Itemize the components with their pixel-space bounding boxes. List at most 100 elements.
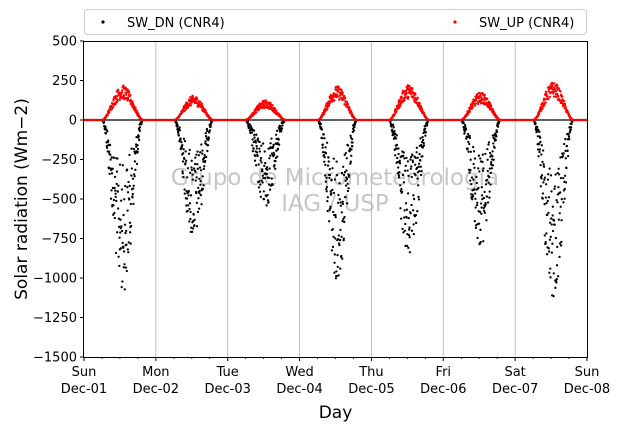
data-point bbox=[481, 169, 485, 172]
data-point bbox=[273, 153, 276, 157]
data-point bbox=[326, 196, 329, 199]
data-point bbox=[263, 150, 266, 153]
data-point bbox=[539, 140, 542, 144]
data-point bbox=[258, 180, 261, 183]
data-point bbox=[487, 181, 490, 184]
data-point bbox=[341, 200, 344, 203]
data-point bbox=[207, 137, 211, 140]
data-point bbox=[118, 236, 121, 239]
data-point bbox=[490, 105, 493, 108]
data-point bbox=[487, 143, 490, 146]
data-point bbox=[544, 196, 548, 199]
data-point bbox=[109, 158, 112, 161]
data-point bbox=[109, 104, 112, 108]
data-point bbox=[490, 167, 494, 170]
data-point bbox=[280, 130, 283, 133]
data-point bbox=[104, 125, 107, 129]
data-point bbox=[193, 218, 196, 221]
data-point bbox=[488, 101, 492, 105]
data-point bbox=[321, 143, 325, 146]
data-point bbox=[537, 128, 540, 131]
data-point bbox=[476, 201, 479, 204]
x-tick-label-day: Fri bbox=[436, 365, 452, 380]
data-point bbox=[206, 129, 209, 133]
data-point bbox=[184, 108, 188, 111]
data-point bbox=[416, 96, 419, 99]
data-point bbox=[569, 126, 573, 129]
data-point bbox=[547, 173, 550, 176]
data-point bbox=[421, 138, 425, 142]
data-point bbox=[419, 159, 422, 162]
data-point bbox=[548, 250, 551, 253]
data-point bbox=[130, 167, 133, 170]
data-point bbox=[126, 186, 129, 189]
data-point bbox=[391, 128, 394, 131]
data-point bbox=[326, 209, 329, 213]
x-tick-label-day: Mon bbox=[142, 365, 169, 380]
data-point bbox=[278, 143, 281, 146]
data-point bbox=[480, 186, 484, 189]
data-point bbox=[407, 174, 410, 177]
data-point bbox=[411, 160, 415, 164]
data-point bbox=[190, 101, 194, 104]
data-point bbox=[258, 140, 261, 144]
data-point bbox=[488, 175, 491, 178]
data-point bbox=[482, 240, 485, 243]
legend-marker-sw-up bbox=[453, 20, 457, 24]
data-point bbox=[398, 162, 402, 165]
data-point bbox=[114, 192, 117, 195]
data-point bbox=[133, 175, 136, 178]
data-point bbox=[129, 242, 132, 245]
data-point bbox=[324, 152, 328, 155]
data-point bbox=[339, 267, 342, 270]
data-point bbox=[560, 244, 563, 247]
data-point bbox=[339, 204, 343, 207]
data-point bbox=[117, 217, 120, 220]
data-point bbox=[415, 221, 418, 225]
data-point bbox=[185, 197, 189, 200]
data-point bbox=[196, 210, 200, 214]
data-point bbox=[416, 210, 419, 213]
data-point bbox=[254, 164, 258, 167]
data-point bbox=[129, 224, 133, 228]
data-point bbox=[185, 204, 188, 207]
x-tick-label-date: Dec-04 bbox=[276, 382, 322, 397]
data-point bbox=[275, 109, 278, 112]
x-tick-label-date: Dec-08 bbox=[564, 382, 610, 397]
data-point bbox=[113, 186, 116, 190]
data-point bbox=[344, 196, 347, 199]
data-point bbox=[565, 166, 568, 170]
legend-label-sw-up: SW_UP (CNR4) bbox=[479, 16, 574, 31]
data-point bbox=[404, 222, 407, 226]
data-point bbox=[343, 153, 346, 157]
data-point bbox=[200, 203, 203, 206]
x-tick-label-date: Dec-07 bbox=[492, 382, 538, 397]
data-point bbox=[333, 92, 336, 96]
data-point bbox=[400, 96, 404, 100]
data-point bbox=[202, 167, 205, 171]
data-point bbox=[251, 149, 255, 153]
data-point bbox=[416, 177, 419, 180]
data-point bbox=[206, 144, 210, 147]
data-point bbox=[269, 142, 272, 145]
data-point bbox=[552, 219, 556, 222]
data-point bbox=[337, 95, 340, 98]
data-point bbox=[347, 174, 351, 177]
data-point bbox=[329, 190, 332, 193]
data-point bbox=[402, 151, 405, 154]
data-point bbox=[191, 227, 195, 230]
data-point bbox=[323, 137, 326, 140]
data-point bbox=[555, 281, 558, 284]
data-point bbox=[136, 147, 140, 151]
data-point bbox=[482, 98, 485, 101]
data-point bbox=[553, 185, 557, 188]
data-point bbox=[538, 150, 541, 154]
data-point bbox=[198, 177, 201, 181]
data-point bbox=[419, 173, 423, 177]
data-point bbox=[199, 193, 203, 197]
data-point bbox=[494, 139, 497, 142]
data-point bbox=[543, 178, 546, 181]
data-point bbox=[564, 149, 567, 153]
data-point bbox=[123, 263, 126, 266]
data-point bbox=[478, 170, 481, 173]
